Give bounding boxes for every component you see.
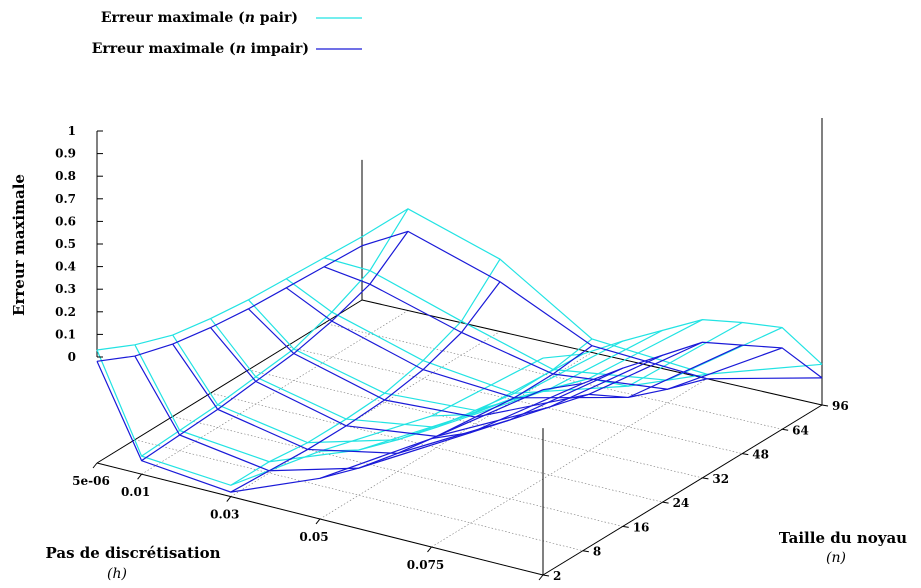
x-tick-mark bbox=[137, 473, 142, 480]
mesh-line-constant-h bbox=[96, 236, 363, 351]
y-tick-mark bbox=[702, 477, 709, 480]
y-axis-label: Taille du noyau bbox=[779, 529, 907, 547]
mesh-line-constant-n bbox=[361, 208, 823, 375]
mesh-line-constant-n bbox=[134, 355, 584, 472]
y-tick-mark bbox=[622, 525, 629, 528]
floor-gridline-h bbox=[319, 352, 593, 520]
mesh-line-constant-n bbox=[248, 308, 703, 418]
axes bbox=[96, 117, 823, 576]
mesh-line-constant-h bbox=[96, 245, 363, 362]
mesh-line-constant-h bbox=[319, 345, 593, 479]
mesh-line-constant-n bbox=[361, 230, 823, 380]
z-tick-label: 0.2 bbox=[55, 305, 76, 319]
x-axis-ticks: 5e-06 0.01 0.03 0.05 0.075 0.1 bbox=[72, 462, 548, 588]
z-tick-label: 0.9 bbox=[55, 147, 76, 161]
series-layer bbox=[96, 208, 823, 493]
floor-gridline-n bbox=[210, 392, 663, 503]
mesh-line-constant-h bbox=[141, 208, 409, 457]
x-tick-mark bbox=[427, 546, 432, 553]
z-tick-label: 0.8 bbox=[55, 169, 76, 183]
x-tick-label: 0.03 bbox=[210, 508, 239, 522]
x-tick-label: 0.01 bbox=[121, 485, 150, 499]
y-tick-mark bbox=[821, 404, 829, 407]
mesh-line-constant-h bbox=[542, 341, 823, 391]
x-tick-label: 0.05 bbox=[299, 530, 328, 544]
mesh-line-constant-h bbox=[141, 231, 409, 462]
x-axis-sublabel: (h) bbox=[107, 566, 127, 582]
z-tick-label: 0.3 bbox=[55, 282, 76, 296]
z-tick-label: 0 bbox=[68, 350, 76, 364]
y-tick-mark bbox=[742, 453, 749, 456]
y-tick-label: 2 bbox=[553, 569, 561, 583]
x-tick-label: 0.1 bbox=[527, 586, 548, 588]
mesh-line-constant-h bbox=[542, 319, 823, 365]
x-axis-line bbox=[96, 462, 544, 576]
y-axis-sublabel: (n) bbox=[826, 550, 846, 566]
floor-gridline-h bbox=[230, 331, 501, 497]
floor-gridline-h bbox=[431, 378, 708, 548]
floor-grid bbox=[96, 299, 823, 576]
y-tick-label: 16 bbox=[633, 520, 650, 534]
floor-gridline-n bbox=[286, 346, 743, 454]
mesh-line-constant-n bbox=[285, 287, 743, 399]
y-tick-mark bbox=[582, 550, 589, 553]
z-tick-label: 0.6 bbox=[55, 214, 76, 228]
z-tick-label: 0.7 bbox=[55, 192, 76, 206]
mesh-line-constant-h bbox=[230, 281, 501, 493]
mesh-line-constant-n bbox=[285, 278, 743, 394]
mesh-line-constant-n bbox=[323, 266, 783, 390]
mesh-line-constant-n bbox=[172, 334, 623, 444]
x-tick-label: 5e-06 bbox=[72, 474, 110, 488]
z-tick-label: 0.4 bbox=[55, 260, 76, 274]
floor-gridline-n bbox=[172, 416, 623, 527]
x-axis-label: Pas de discrétisation bbox=[45, 544, 220, 562]
y-tick-label: 48 bbox=[752, 448, 769, 462]
z-tick-label: 1 bbox=[68, 124, 76, 138]
x-tick-mark bbox=[92, 462, 98, 469]
x-tick-mark bbox=[226, 496, 232, 502]
floor-gridline-n bbox=[324, 322, 783, 430]
z-axis-label: Erreur maximale bbox=[10, 174, 28, 316]
legend-label-impair: Erreur maximale (n impair) bbox=[92, 41, 309, 57]
mesh-line-constant-n bbox=[323, 257, 783, 381]
y-tick-label: 32 bbox=[712, 472, 729, 486]
series-mesh-impair bbox=[96, 230, 823, 493]
mesh-line-constant-n bbox=[247, 299, 703, 411]
mesh-line-constant-n bbox=[96, 361, 544, 493]
y-tick-label: 64 bbox=[792, 423, 809, 437]
x-tick-label: 0.075 bbox=[407, 558, 445, 572]
y-tick-mark bbox=[662, 501, 669, 504]
y-axis-ticks: 2 8 16 24 32 48 64 96 bbox=[542, 399, 849, 583]
legend: Erreur maximale (n pair) Erreur maximale… bbox=[92, 10, 362, 57]
mesh-line-constant-h bbox=[431, 373, 708, 417]
mesh-line-constant-h bbox=[431, 378, 708, 440]
y-tick-label: 8 bbox=[593, 545, 601, 559]
floor-back-edge-top bbox=[361, 299, 823, 406]
mesh-line-constant-n bbox=[96, 349, 544, 486]
series-mesh-pair bbox=[96, 208, 823, 486]
floor-back-edge-left bbox=[96, 299, 363, 464]
y-tick-mark bbox=[542, 574, 550, 577]
mesh-line-constant-n bbox=[172, 343, 623, 454]
floor-gridline-n bbox=[248, 369, 703, 479]
y-axis-line bbox=[542, 404, 823, 576]
mesh-line-constant-h bbox=[319, 338, 593, 452]
y-tick-label: 96 bbox=[832, 399, 849, 413]
z-tick-label: 0.5 bbox=[55, 237, 76, 251]
z-axis-ticks: 0 0.1 0.2 0.3 0.4 0.5 0.6 0.7 0.8 0.9 1 bbox=[55, 124, 103, 364]
x-tick-mark bbox=[315, 518, 321, 525]
y-tick-label: 24 bbox=[673, 496, 690, 510]
y-tick-mark bbox=[782, 428, 789, 431]
z-tick-label: 0.1 bbox=[55, 327, 76, 341]
mesh-line-constant-h bbox=[230, 258, 501, 486]
x-tick-mark bbox=[538, 574, 544, 581]
legend-label-pair: Erreur maximale (n pair) bbox=[101, 10, 298, 26]
mesh-line-constant-n bbox=[210, 318, 663, 428]
